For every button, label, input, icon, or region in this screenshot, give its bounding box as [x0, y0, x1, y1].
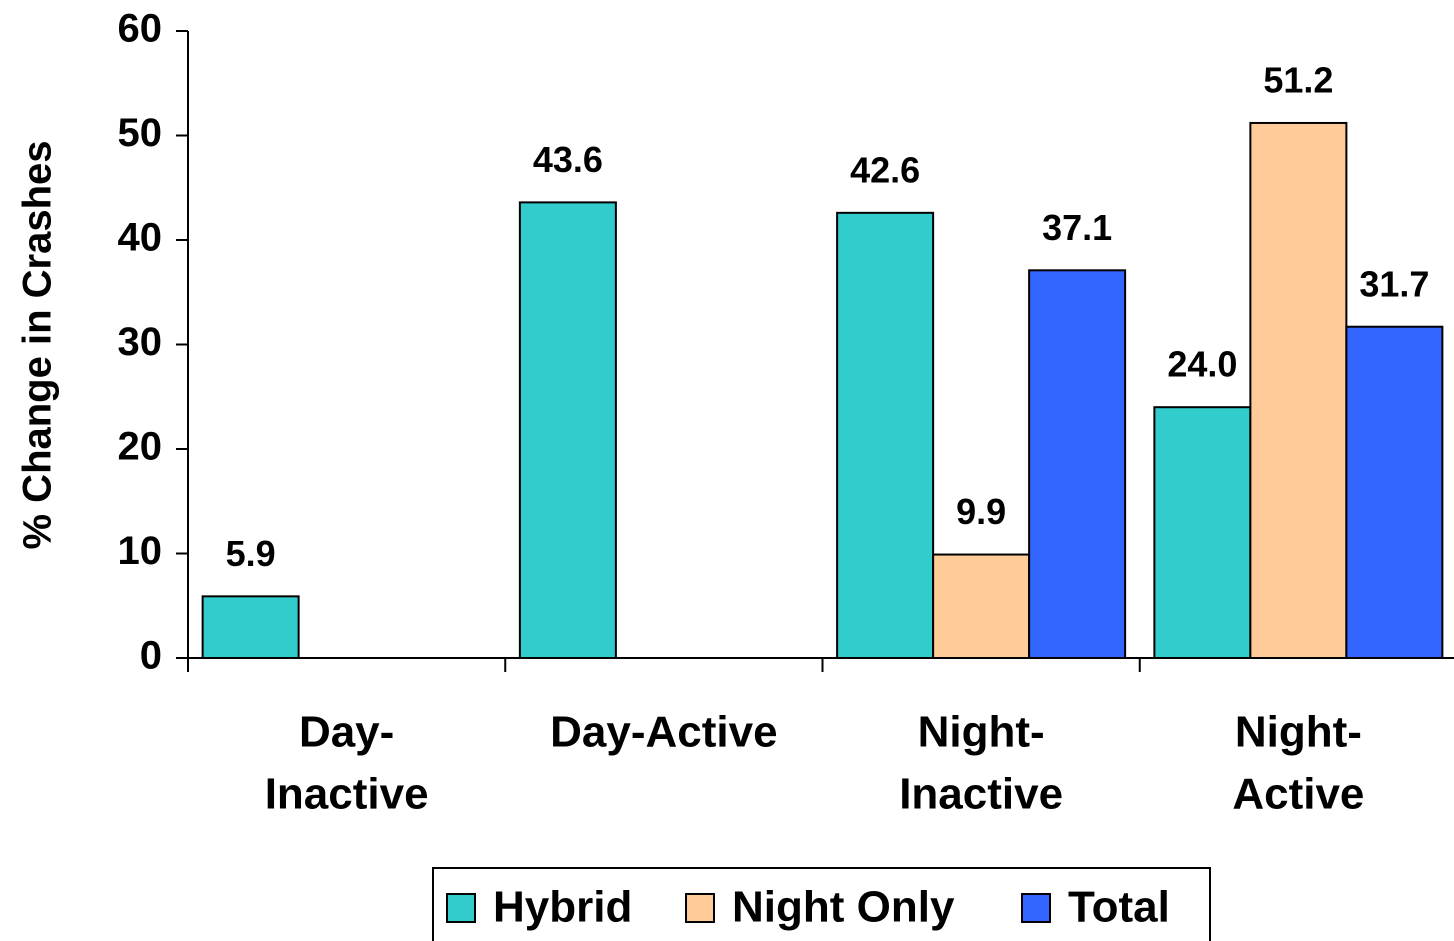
- value-label: 42.6: [850, 149, 920, 190]
- x-tick-label: Day-: [299, 708, 394, 757]
- value-label: 37.1: [1042, 207, 1112, 248]
- x-tick-label: Day-Active: [550, 708, 777, 757]
- bar: [1345, 325, 1444, 659]
- bar: [1153, 406, 1252, 660]
- value-label: 9.9: [956, 491, 1006, 532]
- bar: [201, 595, 300, 659]
- y-tick-label: 0: [140, 634, 162, 678]
- value-label: 24.0: [1167, 344, 1237, 385]
- x-tick-label: Active: [1232, 770, 1364, 819]
- y-tick-label: 40: [118, 216, 163, 260]
- legend-label: Total: [1068, 883, 1170, 932]
- y-tick-label: 20: [118, 425, 163, 469]
- y-tick-label: 50: [118, 111, 163, 155]
- bar: [836, 211, 935, 660]
- y-axis-label: % Change in Crashes: [16, 140, 60, 549]
- legend-swatch: [1021, 893, 1051, 923]
- y-tick-label: 30: [118, 320, 163, 364]
- bar: [1028, 269, 1127, 659]
- value-label: 51.2: [1263, 59, 1333, 100]
- legend-label: Night Only: [732, 883, 955, 932]
- legend-label: Hybrid: [493, 883, 632, 932]
- bar: [1249, 121, 1348, 659]
- bar: [518, 201, 617, 659]
- value-label: 31.7: [1359, 263, 1429, 304]
- x-tick-label: Inactive: [899, 770, 1063, 819]
- legend-swatch: [685, 893, 715, 923]
- x-tick-label: Inactive: [265, 770, 429, 819]
- legend-swatch: [446, 893, 476, 923]
- x-tick-label: Night-: [918, 708, 1045, 757]
- legend-box: [432, 867, 1211, 941]
- y-tick-label: 60: [118, 7, 163, 51]
- x-tick-label: Night-: [1235, 708, 1362, 757]
- value-label: 5.9: [226, 533, 276, 574]
- value-label: 43.6: [533, 139, 603, 180]
- y-tick-label: 10: [118, 529, 163, 573]
- bar: [932, 553, 1031, 659]
